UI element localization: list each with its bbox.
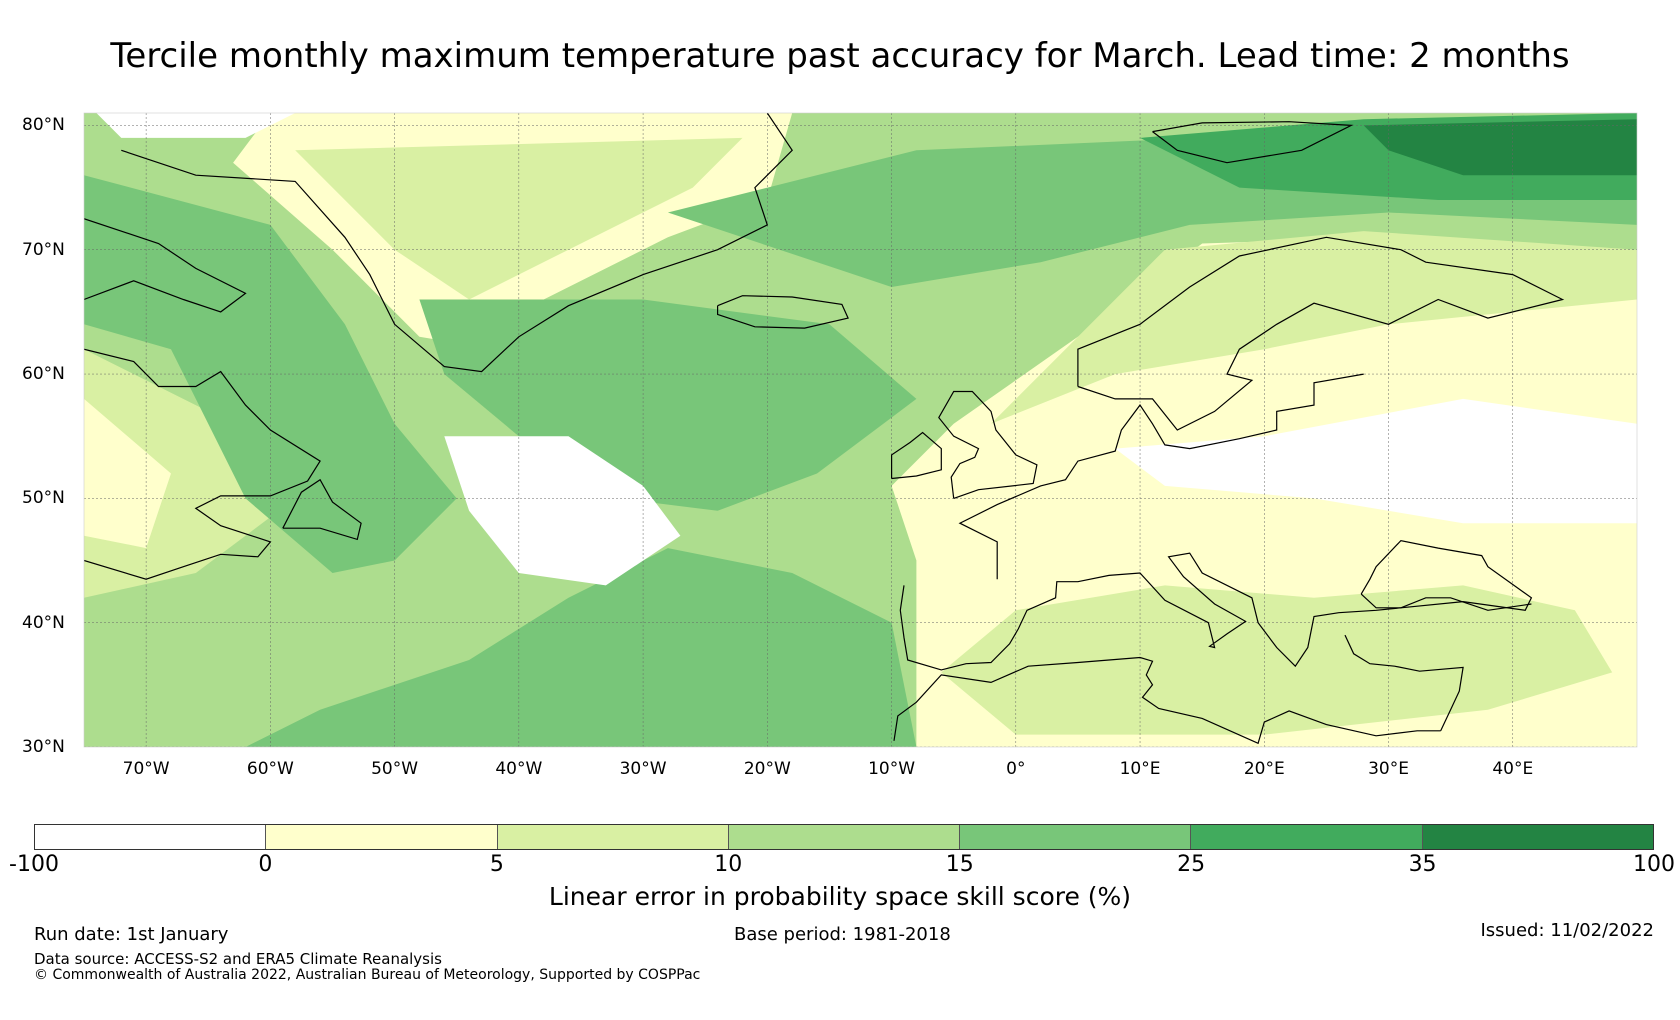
africa-north-coast [893, 656, 1441, 745]
lon-tick-label: 30°E [1368, 759, 1409, 779]
black-sea-south [1360, 593, 1532, 611]
skill-atlantic-mid [419, 299, 917, 511]
colorbar-tick-label: 25 [1177, 852, 1206, 877]
ireland-coast [890, 431, 942, 480]
greenland-coast [121, 113, 793, 373]
issued-date: Issued: 11/02/2022 [1480, 920, 1654, 941]
europe-west-coast [958, 373, 1364, 580]
colorbar-segment [35, 825, 267, 849]
canada-coast [84, 348, 321, 580]
skill-arctic-white [96, 113, 296, 138]
lon-tick-label: 40°W [495, 759, 543, 779]
base-period: Base period: 1981-2018 [734, 924, 951, 945]
colorbar-segment [266, 825, 498, 849]
skill-atlantic-south [245, 548, 917, 747]
lon-tick-label: 10°E [1119, 759, 1161, 779]
iberia-coast [899, 539, 1533, 671]
coastlines [84, 113, 1565, 745]
colorbar-segment [960, 825, 1192, 849]
skill-europe-white [1115, 398, 1637, 524]
svalbard-coast [1152, 121, 1354, 164]
colorbar-tick-label: 0 [258, 852, 273, 877]
lon-tick-label: 60°W [246, 759, 294, 779]
turkey-south-coast [1344, 634, 1464, 732]
chart-title: Tercile monthly maximum temperature past… [110, 36, 1570, 76]
lon-tick-label: 10°W [868, 759, 916, 779]
scandinavia-coast [1077, 236, 1565, 431]
baffin-coast [84, 218, 247, 313]
colorbar-tick-label: 10 [714, 852, 743, 877]
lon-tick-label: 40°E [1492, 759, 1534, 779]
lon-tick-label: 0° [1006, 759, 1026, 779]
map-frame [83, 112, 1638, 748]
skill-atlantic-white [444, 436, 681, 586]
lat-tick-label: 60°N [22, 364, 65, 385]
colorbar-tick-label: -100 [9, 852, 59, 877]
newfoundland-coast [282, 478, 362, 541]
colorbar [34, 824, 1654, 850]
colorbar-segment [1422, 825, 1653, 849]
iceland-coast [716, 295, 849, 329]
data-source: Data source: ACCESS-S2 and ERA5 Climate … [34, 950, 442, 968]
skill-canada-pale [84, 398, 171, 549]
lon-tick-label: 70°W [122, 759, 170, 779]
lon-tick-label: 20°W [743, 759, 791, 779]
skill-barents-darkest [1363, 119, 1637, 176]
colorbar-segment [1191, 825, 1423, 849]
colorbar-tick-label: 100 [1633, 852, 1675, 877]
map-area [84, 113, 1637, 747]
colorbar-tick-label: 35 [1408, 852, 1437, 877]
colorbar-label: Linear error in probability space skill … [548, 882, 1132, 911]
colorbar-tick-label: 15 [945, 852, 974, 877]
lat-tick-label: 40°N [22, 612, 65, 633]
lon-tick-label: 20°E [1243, 759, 1285, 779]
lat-tick-label: 30°N [22, 737, 65, 757]
lon-tick-label: 50°W [371, 759, 419, 779]
graticule [84, 113, 1637, 747]
run-date: Run date: 1st January [34, 924, 229, 945]
copyright: © Commonwealth of Australia 2022, Austra… [34, 967, 701, 983]
britain-coast [938, 390, 1038, 499]
colorbar-segment [497, 825, 729, 849]
lat-tick-label: 80°N [22, 115, 65, 136]
lon-tick-label: 30°W [619, 759, 667, 779]
colorbar-tick-label: 5 [489, 852, 504, 877]
skill-light-europe-north [991, 231, 1637, 424]
lat-tick-label: 70°N [22, 239, 65, 260]
lat-tick-label: 50°N [22, 488, 65, 509]
colorbar-segment [728, 825, 961, 849]
